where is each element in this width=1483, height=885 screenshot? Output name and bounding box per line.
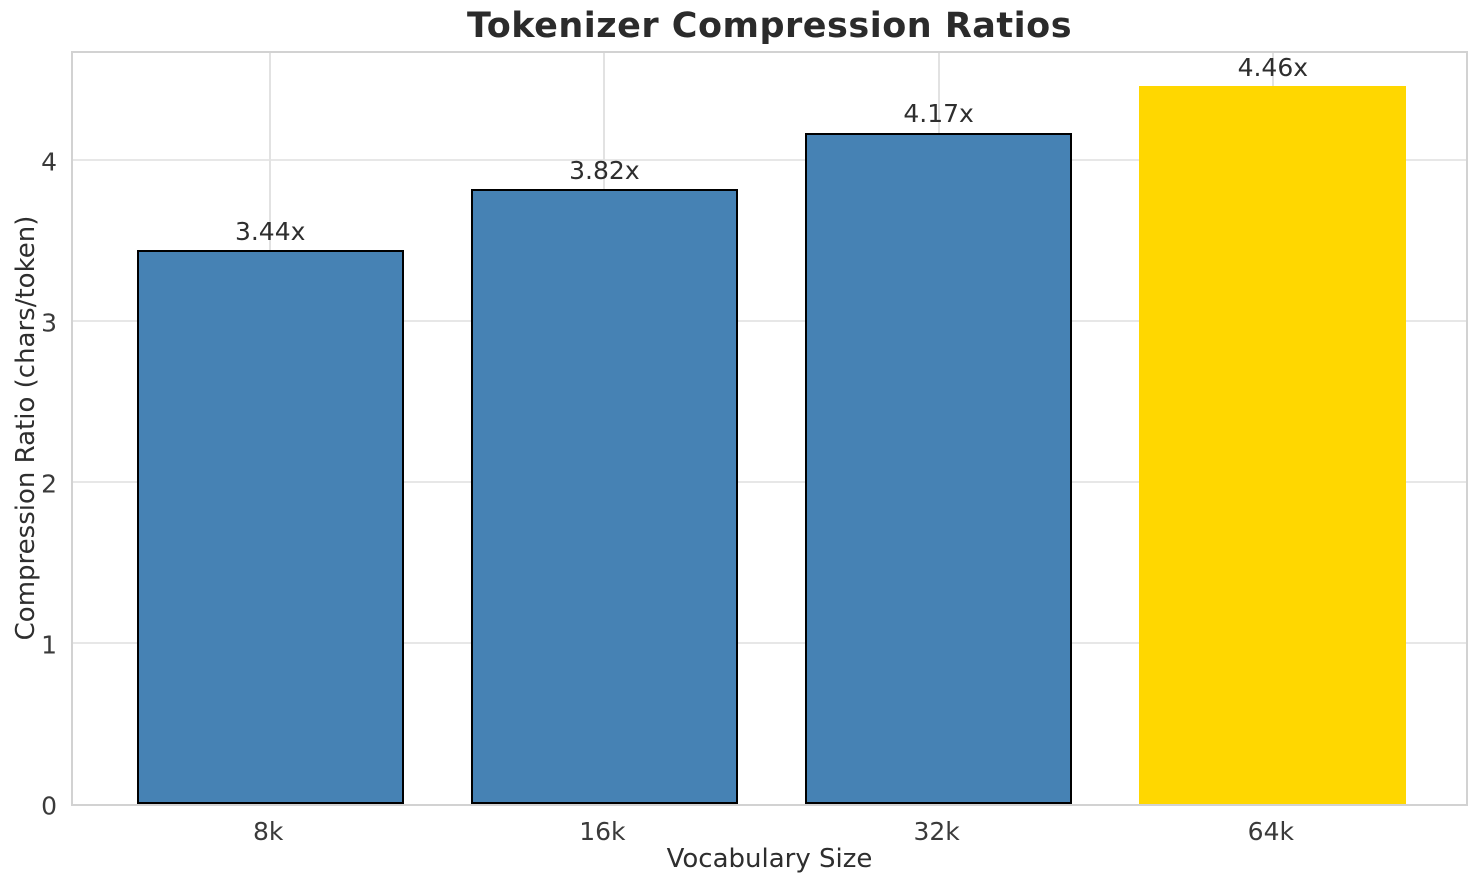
gridline-y-2 bbox=[73, 481, 1466, 484]
y-axis-label: Compression Ratio (chars/token) bbox=[11, 215, 41, 641]
x-axis-label: Vocabulary Size bbox=[666, 844, 873, 874]
gridline-y-4 bbox=[73, 159, 1466, 162]
y-tick-4: 4 bbox=[41, 147, 57, 177]
x-tick-8k: 8k bbox=[252, 817, 284, 846]
y-tick-3: 3 bbox=[41, 308, 57, 338]
gridline-y-1 bbox=[73, 642, 1466, 645]
bar-32k bbox=[804, 132, 1073, 804]
bar-16k bbox=[470, 189, 739, 804]
x-tick-64k: 64k bbox=[1247, 817, 1294, 846]
x-tick-32k: 32k bbox=[913, 817, 960, 846]
bar-value-label-16k: 3.82x bbox=[569, 155, 640, 185]
x-tick-16k: 16k bbox=[579, 817, 626, 846]
y-tick-0: 0 bbox=[41, 791, 57, 821]
gridline-y-3 bbox=[73, 320, 1466, 323]
y-tick-1: 1 bbox=[41, 630, 57, 660]
y-tick-2: 2 bbox=[41, 469, 57, 499]
bar-64k bbox=[1139, 86, 1407, 804]
bar-8k bbox=[136, 250, 404, 804]
bar-value-label-8k: 3.44x bbox=[234, 216, 306, 246]
chart-title: Tokenizer Compression Ratios bbox=[466, 6, 1073, 46]
bar-value-label-32k: 4.17x bbox=[903, 99, 974, 129]
bar-value-label-64k: 4.46x bbox=[1237, 52, 1309, 82]
plot-area: 3.44x 3.82x 4.17x 4.46x bbox=[71, 51, 1468, 806]
